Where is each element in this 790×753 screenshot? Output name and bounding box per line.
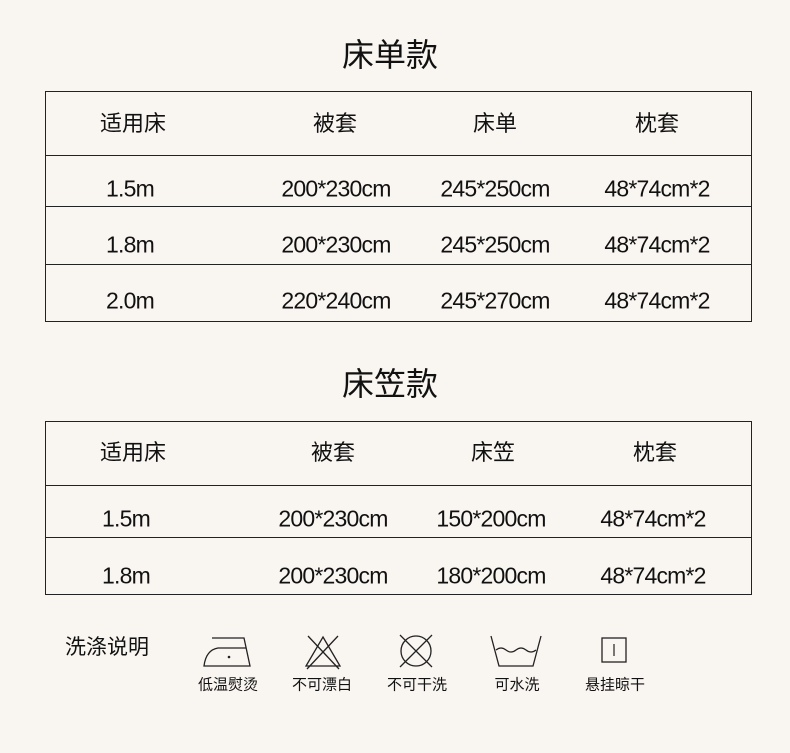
- header-duvet: 被套: [310, 441, 356, 466]
- cell: 200*230cm: [281, 231, 391, 258]
- header-sheet: 床单: [472, 112, 518, 137]
- divider: [46, 264, 751, 265]
- cell: 48*74cm*2: [604, 287, 710, 314]
- header-bed: 适用床: [99, 441, 167, 466]
- divider: [46, 206, 751, 207]
- no-dry-clean-icon: [399, 634, 433, 668]
- cell: 48*74cm*2: [600, 505, 706, 532]
- cell: 48*74cm*2: [600, 562, 706, 589]
- section-title: 床单款: [341, 36, 439, 74]
- size-table-sheet: [45, 91, 752, 322]
- header-pillowcase: 枕套: [634, 112, 680, 137]
- cell: 1.5m: [106, 175, 155, 202]
- iron-low-heat-icon: [203, 637, 251, 667]
- cell: 220*240cm: [281, 287, 391, 314]
- care-label: 不可漂白: [291, 675, 353, 694]
- size-table-fitted: [45, 421, 752, 595]
- divider: [46, 537, 751, 538]
- cell: 245*270cm: [440, 287, 550, 314]
- care-label: 不可干洗: [386, 675, 448, 694]
- cell: 48*74cm*2: [604, 175, 710, 202]
- cell: 200*230cm: [278, 505, 388, 532]
- header-bed: 适用床: [99, 112, 167, 137]
- header-pillowcase: 枕套: [632, 441, 678, 466]
- care-label: 可水洗: [494, 675, 540, 694]
- cell: 1.8m: [106, 231, 155, 258]
- cell: 245*250cm: [440, 231, 550, 258]
- cell: 1.5m: [102, 505, 151, 532]
- cell: 150*200cm: [436, 505, 546, 532]
- divider: [46, 485, 751, 486]
- care-label: 悬挂晾干: [584, 675, 646, 694]
- header-duvet: 被套: [312, 112, 358, 137]
- cell: 180*200cm: [436, 562, 546, 589]
- divider: [46, 155, 751, 156]
- care-title: 洗涤说明: [65, 635, 149, 659]
- header-fitted: 床笠: [470, 441, 516, 466]
- care-label: 低温熨烫: [197, 675, 259, 694]
- cell: 1.8m: [102, 562, 151, 589]
- cell: 200*230cm: [281, 175, 391, 202]
- hang-dry-icon: [601, 637, 627, 663]
- cell: 200*230cm: [278, 562, 388, 589]
- cell: 245*250cm: [440, 175, 550, 202]
- cell: 2.0m: [106, 287, 155, 314]
- cell: 48*74cm*2: [604, 231, 710, 258]
- section-title: 床笠款: [341, 365, 439, 403]
- no-bleach-icon: [304, 635, 342, 670]
- washable-icon: [490, 635, 542, 667]
